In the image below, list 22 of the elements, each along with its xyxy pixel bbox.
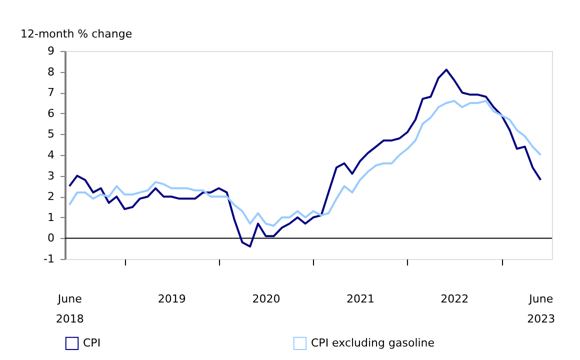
x-tick-label: 2019 — [158, 292, 186, 306]
line-series — [68, 100, 542, 227]
y-tick-label: 4 — [48, 148, 54, 162]
x-tick-label: June 2023 — [527, 292, 556, 326]
y-tick-label: 9 — [48, 44, 54, 58]
legend-label: CPI — [83, 336, 101, 350]
y-tick-label: 6 — [48, 106, 54, 120]
y-tick-label: 8 — [48, 65, 54, 78]
y-tick-label: 0 — [48, 232, 54, 245]
x-tick-label: June 2018 — [56, 292, 84, 326]
line-series — [68, 68, 542, 248]
y-tick-label: 1 — [48, 210, 54, 224]
x-tick-label: 2020 — [252, 292, 280, 306]
y-tick-label: 7 — [48, 86, 54, 100]
y-axis-title: 12-month % change — [20, 28, 132, 40]
legend-label: CPI excluding gasoline — [311, 336, 435, 350]
y-tick-label: -1 — [44, 252, 54, 266]
y-tick-label: 2 — [48, 190, 54, 204]
y-tick-label: 3 — [48, 169, 54, 182]
x-tick-label: 2021 — [346, 292, 374, 306]
y-tick-label: 5 — [48, 128, 54, 141]
x-tick-label: 2022 — [440, 292, 469, 306]
